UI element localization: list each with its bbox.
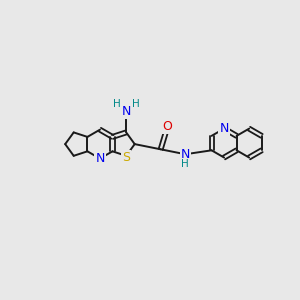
Text: N: N — [122, 105, 131, 118]
Text: H: H — [113, 99, 121, 109]
Text: N: N — [95, 152, 105, 165]
Text: S: S — [122, 151, 130, 164]
Text: N: N — [219, 122, 229, 135]
Text: H: H — [182, 159, 189, 169]
Text: H: H — [132, 99, 140, 109]
Text: N: N — [181, 148, 190, 161]
Text: O: O — [162, 120, 172, 133]
